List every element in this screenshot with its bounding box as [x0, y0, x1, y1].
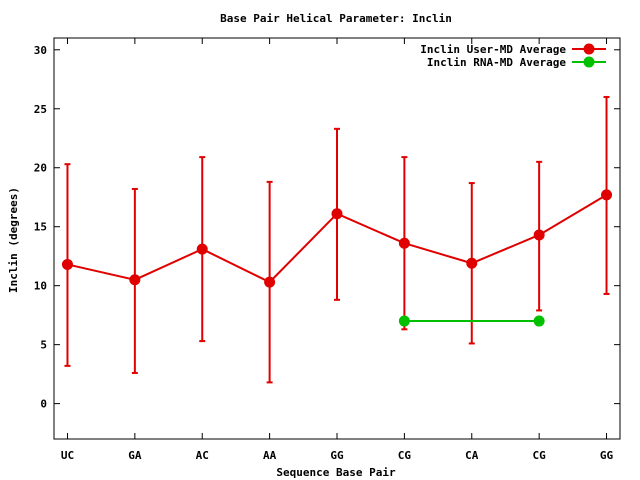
x-axis-label: Sequence Base Pair: [276, 466, 396, 479]
x-tick-label: AA: [263, 449, 277, 462]
chart-title: Base Pair Helical Parameter: Inclin: [220, 12, 452, 25]
y-tick-label: 20: [34, 162, 47, 175]
legend-marker: [583, 56, 595, 68]
x-tick-label: AC: [196, 449, 209, 462]
x-tick-label: GA: [128, 449, 142, 462]
axis-ticks: 0 5 10 15 20 25 30 UC GA AC AA GG CG CA CG GG: [34, 38, 620, 462]
y-tick-label: 25: [34, 103, 47, 116]
legend-marker: [583, 43, 595, 55]
data-point: [331, 208, 343, 220]
x-tick-label: CG: [533, 449, 547, 462]
data-point: [61, 258, 73, 270]
data-point: [466, 257, 478, 269]
y-axis-label: Inclin (degrees): [7, 187, 20, 293]
legend-label: Inclin User-MD Average: [420, 43, 566, 56]
data-point: [264, 276, 276, 288]
y-tick-label: 0: [40, 398, 47, 411]
data-point: [533, 229, 545, 241]
x-tick-label: CA: [465, 449, 479, 462]
legend-label: Inclin RNA-MD Average: [427, 56, 566, 69]
data-point: [533, 315, 545, 327]
y-tick-label: 5: [40, 339, 47, 352]
series-points: [61, 189, 613, 327]
x-tick-label: GG: [600, 449, 614, 462]
data-point: [398, 237, 410, 249]
x-tick-label: GG: [330, 449, 344, 462]
data-point: [398, 315, 410, 327]
y-tick-label: 30: [34, 44, 47, 57]
data-point: [129, 274, 141, 286]
y-tick-label: 10: [34, 280, 47, 293]
data-point: [601, 189, 613, 201]
y-tick-label: 15: [34, 221, 47, 234]
x-tick-label: CG: [398, 449, 412, 462]
x-tick-label: UC: [61, 449, 74, 462]
data-point: [196, 243, 208, 255]
